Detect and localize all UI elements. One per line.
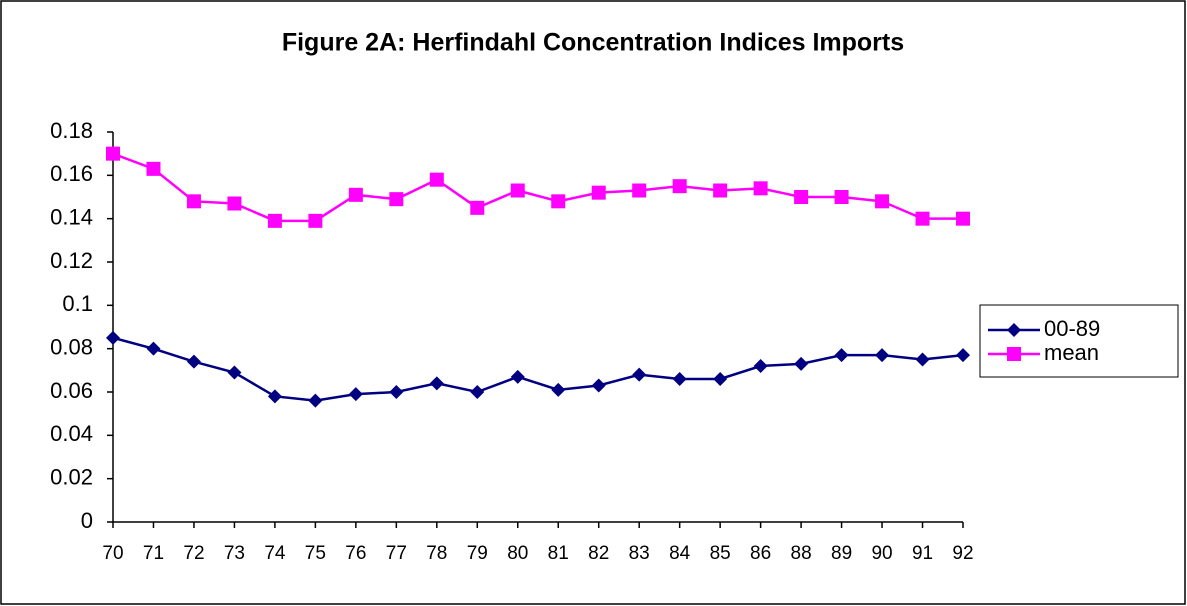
data-point — [186, 194, 201, 209]
y-tick-label: 0.12 — [50, 248, 93, 273]
y-tick-label: 0.1 — [62, 291, 93, 316]
data-point — [470, 200, 485, 215]
x-tick-label: 77 — [386, 543, 407, 564]
series-line — [112, 152, 963, 223]
x-tick-label: 72 — [183, 543, 204, 564]
data-point — [227, 365, 242, 380]
y-tick-label: 0.02 — [50, 464, 93, 489]
x-tick-label: 71 — [143, 543, 164, 564]
data-point — [834, 348, 849, 363]
data-point — [551, 382, 566, 397]
data-point — [389, 385, 404, 399]
data-point — [470, 385, 485, 399]
x-tick-label: 79 — [467, 543, 488, 564]
data-point — [106, 146, 120, 161]
data-point — [429, 172, 444, 187]
x-tick-label: 73 — [224, 543, 245, 564]
x-tick-label: 86 — [750, 543, 771, 564]
data-point — [227, 196, 242, 211]
x-tick-label: 76 — [345, 543, 366, 564]
x-tick-label: 90 — [871, 543, 892, 564]
data-point — [632, 183, 647, 198]
x-tick-label: 74 — [264, 543, 286, 564]
x-tick-label: 91 — [912, 543, 933, 564]
y-tick-label: 0.06 — [50, 378, 93, 403]
x-tick-label: 78 — [426, 543, 447, 564]
x-tick-label: 80 — [507, 543, 528, 564]
data-point — [834, 190, 849, 204]
data-point — [348, 187, 363, 202]
data-point — [632, 367, 647, 382]
series-line — [112, 336, 964, 402]
x-tick-label: 88 — [791, 543, 812, 564]
y-tick-label: 0.16 — [50, 161, 93, 186]
legend-box — [979, 304, 1179, 378]
legend-marker — [1007, 323, 1021, 337]
data-point — [794, 190, 809, 204]
y-tick-label: 0.14 — [50, 204, 93, 229]
x-tick-label: 85 — [710, 543, 731, 564]
data-point — [915, 352, 930, 367]
data-point — [308, 393, 323, 408]
data-point — [672, 179, 687, 194]
x-tick-label: 81 — [548, 543, 569, 564]
data-point — [956, 348, 970, 363]
data-point — [713, 372, 728, 386]
data-point — [591, 185, 606, 200]
chart-title: Figure 2A: Herfindahl Concentration Indi… — [282, 29, 904, 57]
legend-label: 00-89 — [1044, 316, 1100, 341]
data-point — [106, 330, 120, 345]
data-point — [753, 181, 768, 196]
data-point — [956, 211, 970, 226]
y-tick-label: 0.18 — [50, 118, 93, 143]
data-point — [915, 211, 930, 226]
data-point — [308, 213, 323, 228]
data-point — [672, 372, 687, 386]
y-tick-label: 0 — [81, 508, 93, 533]
x-tick-label: 92 — [952, 543, 973, 564]
data-point — [186, 354, 201, 369]
x-tick-label: 84 — [669, 543, 691, 564]
data-point — [389, 192, 404, 207]
x-tick-label: 83 — [629, 543, 650, 564]
data-point — [146, 161, 161, 176]
y-tick-label: 0.08 — [50, 334, 93, 359]
data-point — [146, 341, 161, 356]
data-point — [510, 183, 525, 198]
data-point — [267, 389, 282, 404]
y-tick-label: 0.04 — [50, 421, 93, 446]
data-point — [267, 213, 282, 228]
x-tick-label: 89 — [831, 543, 852, 564]
x-tick-label: 70 — [102, 543, 123, 564]
x-tick-label: 75 — [305, 543, 326, 564]
data-point — [794, 356, 809, 371]
data-point — [875, 348, 890, 363]
data-point — [713, 183, 728, 198]
data-point — [510, 369, 525, 384]
data-point — [551, 194, 566, 209]
data-point — [591, 378, 606, 393]
legend-marker — [1007, 347, 1021, 361]
data-point — [875, 194, 890, 209]
legend-label: mean — [1044, 340, 1099, 365]
data-point — [348, 387, 363, 402]
data-point — [753, 359, 768, 373]
data-point — [429, 376, 444, 391]
x-tick-label: 82 — [588, 543, 609, 564]
